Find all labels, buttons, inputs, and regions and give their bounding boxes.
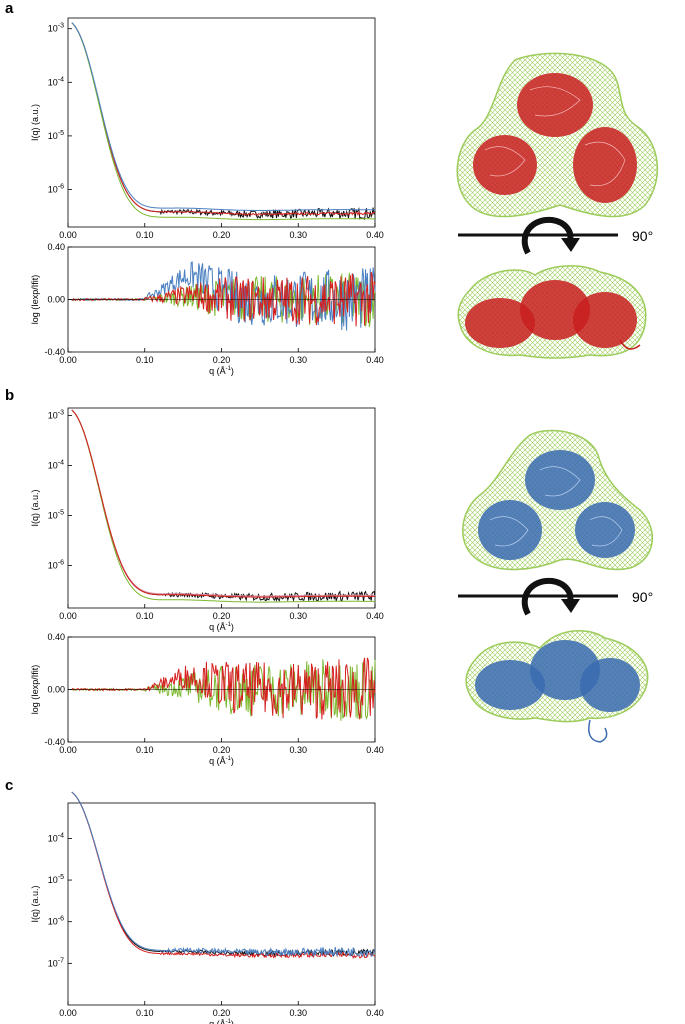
y-tick-label: 10-6 — [48, 183, 64, 194]
x-tick-label: 0.00 — [59, 1008, 77, 1018]
series-fit-red — [71, 22, 376, 216]
y-tick-label: 0.00 — [47, 295, 65, 305]
y-tick-label: 0.40 — [47, 242, 65, 252]
plot-frame — [67, 407, 376, 609]
series-data-red — [71, 791, 376, 960]
y-tick-label: 0.00 — [47, 685, 65, 695]
x-tick-label: 0.10 — [136, 611, 154, 621]
y-tick-label: 10-5 — [48, 510, 64, 521]
x-tick-label: 0.40 — [366, 745, 384, 755]
x-tick-label: 0.10 — [136, 745, 154, 755]
series-data-black — [71, 791, 376, 958]
x-tick-label: 0.40 — [366, 611, 384, 621]
x-tick-label: 0.30 — [289, 1008, 307, 1018]
series-data — [71, 409, 376, 603]
y-axis-label: I(q) (a.u.) — [30, 104, 40, 141]
x-tick-label: 0.10 — [136, 1008, 154, 1018]
series-fit-green — [71, 22, 375, 221]
y-tick-label: 10-3 — [48, 410, 64, 421]
rotation-label-b: 90° — [632, 589, 653, 605]
x-tick-label: 0.20 — [213, 230, 231, 240]
x-tick-label: 0.40 — [366, 355, 384, 365]
x-tick-label: 0.30 — [289, 355, 307, 365]
x-tick-label: 0.00 — [59, 611, 77, 621]
x-tick-label: 0.10 — [136, 355, 154, 365]
chart-b-res: 0.00 0.10 0.20 0.30 0.400.400.00-0.40q (Å-1)… — [30, 632, 384, 766]
y-tick-label: 10-4 — [48, 76, 64, 87]
x-tick-label: 0.10 — [136, 230, 154, 240]
x-tick-label: 0.20 — [213, 355, 231, 365]
x-tick-label: 0.30 — [289, 745, 307, 755]
x-tick-label: 0.40 — [366, 1008, 384, 1018]
rotation-indicator-b: 90° — [458, 577, 653, 616]
y-tick-label: 10-4 — [48, 460, 64, 471]
chart-a-top: 0.00 0.10 0.20 0.30 0.40 10-3 10-4 10-5 10-6 I(q)… — [30, 17, 384, 240]
x-axis-label: q (Å-1) — [209, 366, 234, 376]
y-axis-label: log (Iexp/Ifit) — [30, 665, 40, 715]
y-tick-label: 0.40 — [47, 632, 65, 642]
y-tick-label: 10-5 — [48, 874, 64, 885]
x-tick-label: 0.30 — [289, 230, 307, 240]
envelope-b-top — [462, 429, 654, 571]
y-tick-label: 10-3 — [48, 23, 64, 34]
panel-letter-a: a — [5, 0, 14, 17]
y-tick-label: -0.40 — [44, 737, 65, 747]
x-tick-label: 0.40 — [366, 230, 384, 240]
rotation-indicator-a: 90° — [458, 216, 653, 255]
y-tick-label: 10-5 — [48, 130, 64, 141]
x-tick-label: 0.20 — [213, 745, 231, 755]
envelope-a-top — [456, 52, 658, 218]
molecular-models: 90° 90° — [456, 52, 658, 743]
envelope-b-side — [465, 630, 649, 743]
plot-frame — [67, 17, 376, 228]
series-fit-pink — [71, 409, 376, 597]
series-fit-green — [71, 409, 375, 603]
chart-b-top: 0.00 0.10 0.20 0.30 0.40 10-3 10-4 10-5 10-6 q (Å… — [30, 407, 384, 632]
x-tick-label: 0.20 — [213, 611, 231, 621]
series-fit-blue — [71, 22, 375, 211]
rotation-label-a: 90° — [632, 228, 653, 244]
y-axis-label: I(q) (a.u.) — [30, 885, 40, 922]
x-tick-label: 0.00 — [59, 230, 77, 240]
x-axis-label: q (Å-1) — [209, 756, 234, 766]
series-data — [71, 22, 376, 221]
x-tick-label: 0.20 — [213, 1008, 231, 1018]
chart-c: 0.00 0.10 0.20 0.30 0.40 10-4 10-5 10-6 10-7 q (Å… — [30, 791, 384, 1024]
series-res-green — [71, 659, 376, 721]
x-tick-label: 0.00 — [59, 355, 77, 365]
y-tick-label: 10-4 — [48, 832, 64, 843]
series-fit-red — [71, 409, 375, 598]
x-tick-label: 0.00 — [59, 745, 77, 755]
plot-frame — [67, 802, 376, 1006]
y-axis-label: I(q) (a.u.) — [30, 489, 40, 526]
y-tick-label: 10-6 — [48, 916, 64, 927]
envelope-a-side — [457, 265, 647, 359]
saxs-charts: 0.00 0.10 0.20 0.30 0.40 10-3 10-4 10-5 10-6 I(q)… — [30, 17, 384, 1024]
panel-letter-b: b — [5, 387, 15, 404]
y-tick-label: -0.40 — [44, 347, 65, 357]
y-tick-label: 10-6 — [48, 560, 64, 571]
x-axis-label: q (Å-1) — [209, 1019, 234, 1024]
y-tick-label: 10-7 — [48, 957, 64, 968]
x-axis-label: q (Å-1) — [209, 622, 234, 632]
series-data-blue — [71, 791, 376, 958]
panel-letter-c: c — [5, 777, 14, 794]
chart-a-res: 0.00 0.10 0.20 0.30 0.400.400.00-0.40q (Å-1)… — [30, 242, 384, 376]
y-axis-label: log (Iexp/Ifit) — [30, 275, 40, 325]
x-tick-label: 0.30 — [289, 611, 307, 621]
